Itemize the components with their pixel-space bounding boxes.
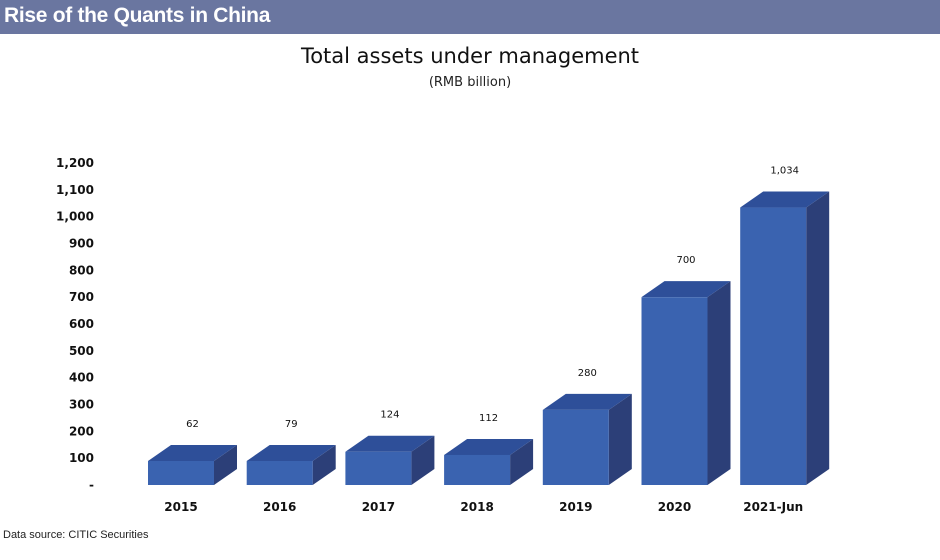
y-tick-label: 500 [69, 344, 94, 358]
y-tick-label: 1,200 [56, 156, 94, 170]
bar [740, 207, 807, 485]
y-tick-label: 300 [69, 398, 94, 412]
x-tick-label: 2018 [460, 500, 493, 514]
y-tick-label: - [89, 478, 94, 492]
bar-side [608, 393, 632, 485]
x-tick-label: 2019 [559, 500, 592, 514]
bar [345, 451, 412, 485]
y-tick-label: 400 [69, 371, 94, 385]
data-label: 700 [676, 255, 695, 266]
bar-top [345, 435, 435, 452]
bar-top [246, 445, 336, 461]
y-tick-label: 900 [69, 237, 94, 251]
y-tick-label: 800 [69, 263, 94, 277]
x-tick-label: 2017 [362, 500, 395, 514]
bar [246, 461, 313, 485]
bar-top [740, 191, 830, 208]
y-tick-label: 1,100 [56, 183, 94, 197]
chart-title: Total assets under management [300, 44, 640, 68]
y-tick-label: 600 [69, 317, 94, 331]
bar-side [312, 445, 336, 485]
bar-side [806, 191, 830, 485]
data-label: 124 [380, 410, 399, 421]
y-tick-label: 1,000 [56, 210, 94, 224]
data-label: 1,034 [770, 166, 799, 177]
x-tick-label: 2015 [164, 500, 197, 514]
data-label: 280 [578, 368, 597, 379]
bar-side [411, 435, 435, 485]
x-tick-label: 2016 [263, 500, 296, 514]
x-tick-label: 2021-Jun [743, 500, 803, 514]
bar-side [707, 281, 731, 485]
data-source-note: Data source: CITIC Securities [3, 529, 149, 541]
y-tick-label: 700 [69, 290, 94, 304]
bar-side [510, 438, 534, 485]
bar-top [444, 438, 534, 455]
bar [641, 297, 708, 485]
data-label: 79 [285, 419, 298, 430]
bar-top [148, 445, 237, 461]
banner-title: Rise of the Quants in China [4, 4, 271, 27]
data-label: 62 [186, 419, 199, 430]
x-tick-label: 2020 [658, 500, 691, 514]
bar [148, 461, 214, 485]
chart-subtitle: (RMB billion) [428, 75, 512, 90]
bar [542, 409, 609, 485]
bar-side [214, 445, 237, 485]
header-banner: Rise of the Quants in China [0, 0, 940, 34]
data-label: 112 [479, 413, 498, 424]
bar [444, 454, 511, 485]
y-tick-label: 100 [69, 451, 94, 465]
y-tick-label: 200 [69, 424, 94, 438]
bar-top [641, 281, 731, 298]
bar-top [542, 393, 632, 410]
